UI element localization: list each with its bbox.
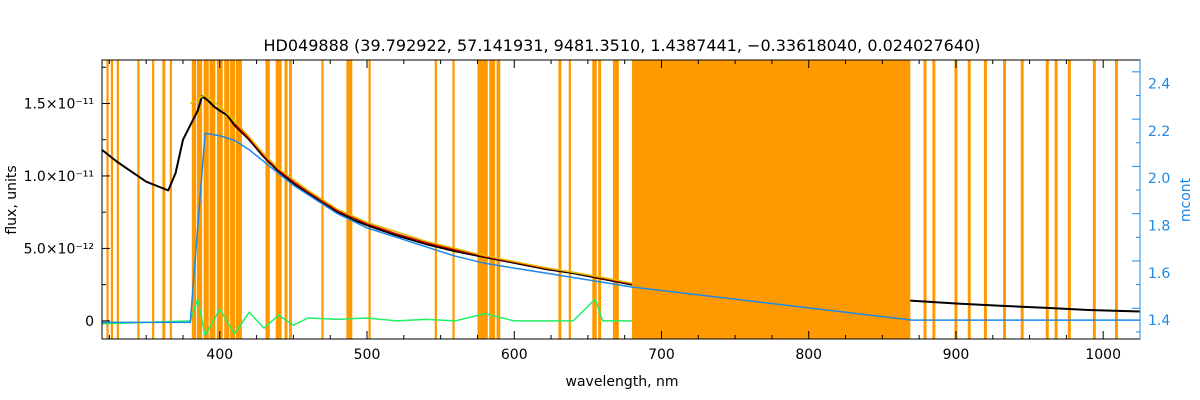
y2-tick-label: 1.4 xyxy=(1148,313,1170,329)
masked-band-21 xyxy=(368,60,371,339)
masked-band-31 xyxy=(612,60,619,339)
x-tick-label: 500 xyxy=(354,347,381,363)
masked-band-42 xyxy=(1067,60,1071,339)
series-line-3 xyxy=(189,94,633,284)
masked-band-18 xyxy=(288,60,292,339)
y2-tick-label: 1.6 xyxy=(1148,266,1170,282)
masked-band-28 xyxy=(568,60,571,339)
x-tick-label: 400 xyxy=(206,347,233,363)
masked-band-29 xyxy=(592,60,597,339)
masked-band-34 xyxy=(932,60,936,339)
masked-band-5 xyxy=(162,60,166,339)
masked-band-17 xyxy=(284,60,288,339)
y2-tick-label: 2.4 xyxy=(1148,77,1170,93)
masked-band-0 xyxy=(106,60,109,339)
masked-band-11 xyxy=(216,60,223,339)
y2-axis-label: mcont xyxy=(1178,177,1194,222)
y-tick-label: 0 xyxy=(85,314,94,330)
chart-title: HD049888 (39.792922, 57.141931, 9481.351… xyxy=(264,36,981,55)
masked-band-39 xyxy=(1020,60,1024,339)
y-tick-label: 1.5×10⁻¹¹ xyxy=(24,96,94,112)
masked-band-25 xyxy=(489,60,496,339)
series-group xyxy=(101,94,1141,337)
series-line-5 xyxy=(102,132,1140,324)
y2-tick-label: 2.2 xyxy=(1148,124,1170,140)
masked-band-27 xyxy=(558,60,562,339)
masked-band-26 xyxy=(496,60,501,339)
series-line-4 xyxy=(101,298,632,337)
series-line-0 xyxy=(101,95,633,286)
series-line-2 xyxy=(233,123,633,285)
masked-band-43 xyxy=(1092,60,1096,339)
y2-axis: 1.4 1.6 1.8 2.0 2.2 2.4 xyxy=(1132,60,1170,339)
x-axis: 400 500 600 700 800 900 1000 xyxy=(108,60,1141,363)
masked-band-9 xyxy=(203,60,209,339)
masked-regions xyxy=(106,60,1118,339)
x-tick-label: 700 xyxy=(648,347,675,363)
masked-band-2 xyxy=(116,60,119,339)
masked-band-44 xyxy=(1114,60,1118,339)
masked-band-23 xyxy=(452,60,455,339)
masked-band-40 xyxy=(1045,60,1049,339)
masked-band-20 xyxy=(346,60,353,339)
masked-band-12 xyxy=(224,60,230,339)
x-tick-label: 600 xyxy=(501,347,528,363)
masked-band-35 xyxy=(954,60,958,339)
masked-band-36 xyxy=(967,60,971,339)
series-line-1 xyxy=(910,299,1141,313)
masked-band-32 xyxy=(632,60,911,339)
masked-band-22 xyxy=(434,60,437,339)
y2-tick-label: 2.0 xyxy=(1148,171,1170,187)
masked-band-7 xyxy=(191,60,197,339)
y-tick-label: 1.0×10⁻¹¹ xyxy=(24,169,94,185)
masked-band-3 xyxy=(137,60,140,339)
x-tick-label: 900 xyxy=(943,347,970,363)
masked-band-24 xyxy=(477,60,488,339)
x-tick-label: 1000 xyxy=(1085,347,1121,363)
y-axis-label: flux, units xyxy=(4,165,20,234)
masked-band-38 xyxy=(1003,60,1007,339)
y2-tick-label: 1.8 xyxy=(1148,219,1170,235)
y-tick-label: 5.0×10⁻¹² xyxy=(24,241,94,257)
masked-band-10 xyxy=(209,60,216,339)
masked-band-14 xyxy=(235,60,242,339)
masked-band-30 xyxy=(598,60,602,339)
masked-band-13 xyxy=(230,60,236,339)
x-tick-label: 800 xyxy=(795,347,822,363)
masked-band-37 xyxy=(983,60,987,339)
masked-band-33 xyxy=(923,60,927,339)
masked-band-6 xyxy=(169,60,172,339)
masked-band-4 xyxy=(152,60,155,339)
masked-band-15 xyxy=(265,60,270,339)
x-axis-label: wavelength, nm xyxy=(566,374,679,390)
masked-band-1 xyxy=(110,60,114,339)
masked-band-16 xyxy=(275,60,282,339)
y-axis: 0 5.0×10⁻¹² 1.0×10⁻¹¹ 1.5×10⁻¹¹ xyxy=(24,66,110,330)
masked-band-41 xyxy=(1054,60,1058,339)
